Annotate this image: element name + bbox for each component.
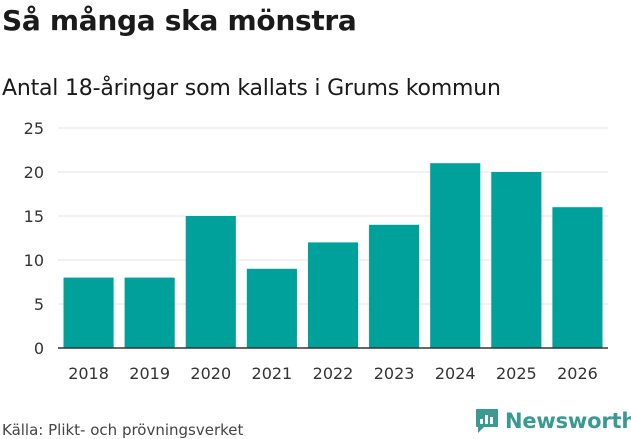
- x-tick-label: 2026: [557, 364, 598, 383]
- x-tick-label: 2022: [313, 364, 354, 383]
- newsworthy-logo: Newsworthy: [475, 408, 631, 434]
- brand-name: Newsworthy: [505, 409, 631, 433]
- bar: [369, 224, 420, 348]
- y-tick-label: 10: [24, 251, 44, 270]
- x-tick-label: 2018: [68, 364, 109, 383]
- x-tick-label: 2025: [496, 364, 537, 383]
- y-tick-label: 0: [34, 339, 44, 358]
- y-tick-label: 15: [24, 207, 44, 226]
- x-tick-label: 2023: [374, 364, 415, 383]
- bar: [124, 277, 175, 348]
- bar: [246, 268, 297, 348]
- x-tick-label: 2021: [252, 364, 293, 383]
- y-tick-label: 20: [24, 163, 44, 182]
- bar: [430, 163, 481, 348]
- bar: [307, 242, 359, 348]
- x-tick-label: 2019: [129, 364, 170, 383]
- x-tick-label: 2024: [435, 364, 476, 383]
- bar: [491, 172, 542, 348]
- chart-title: Så många ska mönstra: [2, 4, 357, 37]
- x-tick-label: 2020: [190, 364, 231, 383]
- source-note: Källa: Plikt- och prövningsverket: [2, 421, 244, 439]
- chart-subtitle: Antal 18-åringar som kallats i Grums kom…: [2, 76, 501, 101]
- newsworthy-logo-icon: [476, 409, 498, 433]
- bar: [185, 216, 236, 348]
- bar: [552, 207, 603, 348]
- y-tick-label: 5: [34, 295, 44, 314]
- bar: [63, 277, 114, 348]
- y-tick-label: 25: [24, 119, 44, 138]
